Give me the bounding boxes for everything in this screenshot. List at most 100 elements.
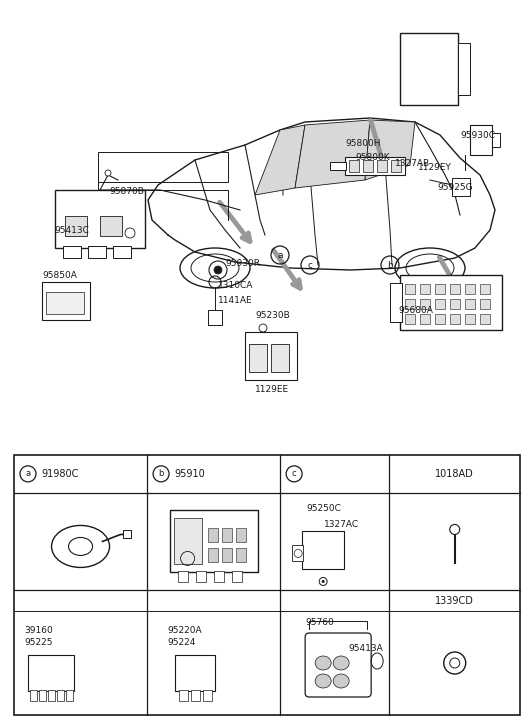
Bar bbox=[480, 299, 490, 309]
Text: 1129EE: 1129EE bbox=[255, 385, 289, 394]
Ellipse shape bbox=[52, 526, 110, 568]
Bar bbox=[435, 299, 445, 309]
Bar bbox=[57, 690, 64, 701]
Text: 1018AD: 1018AD bbox=[435, 469, 474, 479]
Polygon shape bbox=[255, 125, 305, 195]
Bar bbox=[465, 284, 475, 294]
Text: 1327AB: 1327AB bbox=[395, 159, 430, 168]
Text: 95224: 95224 bbox=[167, 638, 195, 647]
Bar bbox=[113, 246, 131, 258]
Text: 95800K: 95800K bbox=[355, 153, 389, 162]
Bar bbox=[30, 690, 37, 701]
Bar bbox=[208, 310, 222, 325]
Text: 95800H: 95800H bbox=[345, 139, 380, 148]
Ellipse shape bbox=[315, 674, 331, 688]
Bar bbox=[222, 548, 231, 563]
Bar bbox=[452, 178, 470, 196]
Bar bbox=[345, 157, 405, 175]
Text: 95220A: 95220A bbox=[167, 626, 202, 635]
Bar bbox=[178, 571, 188, 582]
Text: 95680A: 95680A bbox=[398, 306, 433, 315]
Bar bbox=[390, 283, 402, 322]
Bar bbox=[55, 190, 145, 248]
Bar bbox=[271, 344, 289, 372]
Bar bbox=[492, 133, 500, 147]
Bar bbox=[349, 160, 359, 172]
Bar bbox=[302, 531, 344, 569]
Bar bbox=[88, 246, 106, 258]
Bar bbox=[480, 314, 490, 324]
Bar bbox=[222, 529, 231, 542]
Ellipse shape bbox=[69, 537, 93, 555]
Bar bbox=[98, 152, 228, 182]
Bar bbox=[420, 314, 430, 324]
Bar bbox=[470, 125, 492, 155]
Bar bbox=[249, 344, 267, 372]
Bar bbox=[435, 284, 445, 294]
Bar bbox=[450, 299, 460, 309]
Ellipse shape bbox=[333, 674, 349, 688]
Bar bbox=[100, 216, 122, 236]
Circle shape bbox=[214, 266, 222, 274]
Bar bbox=[175, 655, 215, 691]
Text: 95250C: 95250C bbox=[306, 505, 341, 513]
Circle shape bbox=[322, 580, 325, 583]
Circle shape bbox=[259, 324, 267, 332]
Text: 95930R: 95930R bbox=[225, 259, 260, 268]
Text: 95910: 95910 bbox=[174, 469, 205, 479]
Bar bbox=[46, 292, 84, 314]
Bar bbox=[377, 160, 387, 172]
Bar bbox=[458, 43, 470, 95]
Text: 95925G: 95925G bbox=[437, 183, 472, 192]
Bar bbox=[191, 690, 200, 701]
Bar bbox=[400, 33, 458, 105]
Bar bbox=[236, 529, 246, 542]
Text: 1327AC: 1327AC bbox=[324, 521, 359, 529]
Bar bbox=[363, 160, 373, 172]
Text: 95413A: 95413A bbox=[348, 644, 383, 653]
Text: 95230B: 95230B bbox=[255, 311, 290, 320]
Bar bbox=[39, 690, 46, 701]
Bar bbox=[420, 284, 430, 294]
Bar bbox=[420, 299, 430, 309]
Bar bbox=[236, 548, 246, 563]
Text: b: b bbox=[159, 470, 164, 478]
Text: 95870B: 95870B bbox=[109, 187, 144, 196]
Bar bbox=[260, 330, 265, 340]
Bar bbox=[214, 571, 223, 582]
FancyBboxPatch shape bbox=[305, 633, 371, 697]
Bar bbox=[480, 284, 490, 294]
Bar bbox=[405, 299, 415, 309]
Text: 95930C: 95930C bbox=[460, 131, 495, 140]
Text: a: a bbox=[277, 251, 282, 260]
Bar bbox=[465, 314, 475, 324]
Bar bbox=[435, 314, 445, 324]
Text: 1141AE: 1141AE bbox=[218, 296, 253, 305]
Circle shape bbox=[105, 170, 111, 176]
Text: 1129EY: 1129EY bbox=[418, 163, 452, 172]
Bar bbox=[122, 531, 130, 539]
Bar bbox=[465, 299, 475, 309]
Bar bbox=[28, 655, 74, 691]
Bar bbox=[391, 160, 401, 172]
Circle shape bbox=[450, 524, 460, 534]
Text: 95850A: 95850A bbox=[42, 271, 77, 280]
Bar bbox=[179, 690, 188, 701]
Bar bbox=[65, 216, 87, 236]
Bar bbox=[42, 282, 90, 320]
Bar bbox=[203, 690, 212, 701]
Text: c: c bbox=[292, 470, 296, 478]
Text: b: b bbox=[387, 260, 393, 270]
Text: 95760: 95760 bbox=[305, 618, 334, 627]
Text: c: c bbox=[307, 260, 312, 270]
Bar bbox=[63, 246, 81, 258]
Bar bbox=[245, 332, 297, 380]
Bar bbox=[450, 284, 460, 294]
Ellipse shape bbox=[315, 656, 331, 670]
Bar bbox=[231, 571, 242, 582]
Bar bbox=[14, 455, 520, 715]
Text: a: a bbox=[26, 470, 30, 478]
Bar bbox=[207, 529, 218, 542]
Bar bbox=[173, 518, 202, 564]
Text: 39160: 39160 bbox=[24, 626, 53, 635]
